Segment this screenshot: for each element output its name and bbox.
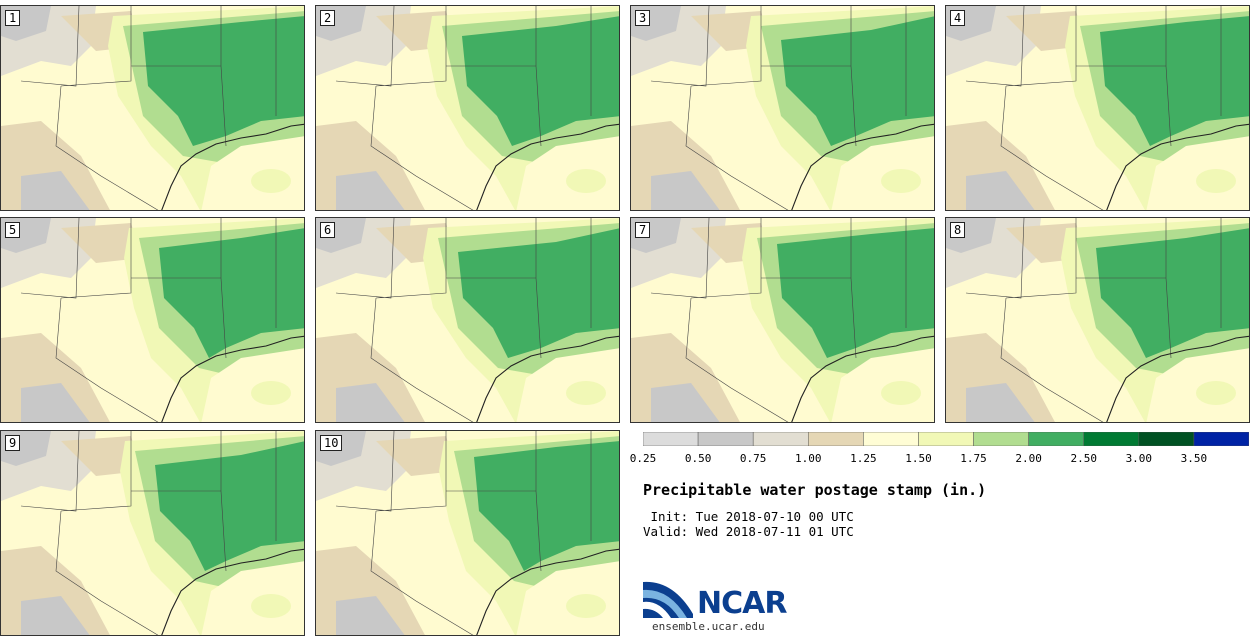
panel-number-label: 8 xyxy=(950,222,966,238)
ncar-logo-text: NCAR xyxy=(697,586,787,621)
panel-number-label: 6 xyxy=(320,222,336,238)
colorbar-swatch xyxy=(1193,432,1249,446)
postage-stamp-panel: 4 xyxy=(945,5,1250,211)
colorbar-tick-label: 2.50 xyxy=(1070,452,1097,465)
colorbar-tick-label: 0.25 xyxy=(629,452,657,465)
colorbar-swatch xyxy=(643,432,699,446)
colorbar-swatch xyxy=(697,432,754,446)
colorbar-swatch xyxy=(863,432,919,446)
postage-stamp-panel: 9 xyxy=(0,430,305,636)
panel-number-label: 4 xyxy=(950,10,966,26)
postage-stamp-panel: 5 xyxy=(0,217,305,423)
postage-stamp-panel: 8 xyxy=(945,217,1250,423)
colorbar-tick-label: 0.75 xyxy=(739,452,767,465)
precip-water-map xyxy=(631,218,934,422)
panel-number-label: 5 xyxy=(5,222,21,238)
postage-stamp-panel: 1 xyxy=(0,5,305,211)
panel-number-label: 3 xyxy=(635,10,651,26)
colorbar-tick-label: 2.00 xyxy=(1015,452,1042,465)
colorbar-swatch xyxy=(918,432,974,446)
precip-water-map xyxy=(1,431,304,635)
panel-number-label: 1 xyxy=(5,10,21,26)
postage-stamp-panel: 2 xyxy=(315,5,620,211)
colorbar-tick-label: 1.75 xyxy=(960,452,987,465)
colorbar xyxy=(643,432,1249,446)
colorbar-swatch xyxy=(808,432,864,446)
panel-number-label: 10 xyxy=(320,435,343,451)
precip-water-map xyxy=(316,218,619,422)
postage-stamp-panel: 7 xyxy=(630,217,935,423)
colorbar-swatch xyxy=(1028,432,1084,446)
postage-stamp-panel: 3 xyxy=(630,5,935,211)
precip-water-map xyxy=(316,6,619,210)
colorbar-swatch xyxy=(1083,432,1140,446)
valid-time: Valid: Wed 2018-07-11 01 UTC xyxy=(643,524,854,539)
colorbar-swatch xyxy=(973,432,1029,446)
logo-url: ensemble.ucar.edu xyxy=(652,620,765,633)
postage-stamp-panel: 6 xyxy=(315,217,620,423)
panel-number-label: 9 xyxy=(5,435,21,451)
precip-water-map xyxy=(1,6,304,210)
colorbar-tick-label: 1.50 xyxy=(905,452,932,465)
precip-water-map xyxy=(631,6,934,210)
colorbar-tick-label: 0.50 xyxy=(684,452,712,465)
chart-title: Precipitable water postage stamp (in.) xyxy=(643,481,987,499)
panel-number-label: 2 xyxy=(320,10,336,26)
precip-water-map xyxy=(946,6,1249,210)
panel-number-label: 7 xyxy=(635,222,651,238)
colorbar-tick-label: 3.00 xyxy=(1125,452,1153,465)
init-time: Init: Tue 2018-07-10 00 UTC xyxy=(643,509,854,524)
precip-water-map xyxy=(1,218,304,422)
colorbar-swatch xyxy=(1138,432,1195,446)
precip-water-map xyxy=(946,218,1249,422)
colorbar-tick-label: 3.50 xyxy=(1180,452,1208,465)
colorbar-swatch xyxy=(752,432,809,446)
colorbar-tick-label: 1.25 xyxy=(850,452,877,465)
ncar-logo-icon xyxy=(643,581,693,618)
colorbar-tick-label: 1.00 xyxy=(795,452,822,465)
postage-stamp-panel: 10 xyxy=(315,430,620,636)
precip-water-map xyxy=(316,431,619,635)
